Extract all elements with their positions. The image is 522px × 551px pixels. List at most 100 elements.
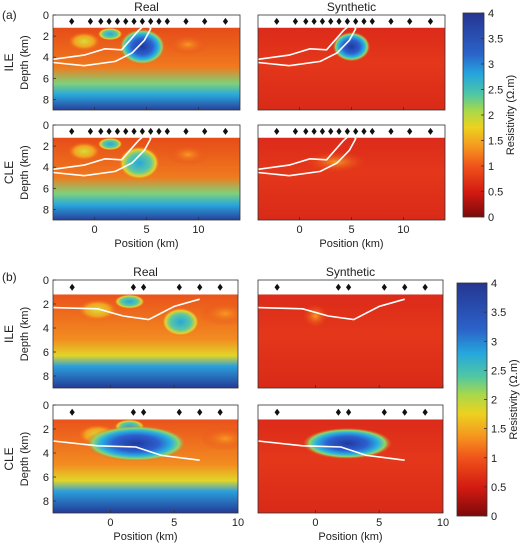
station-marker [69, 17, 75, 25]
station-marker [164, 127, 170, 135]
station-marker [87, 127, 93, 135]
station-marker [222, 127, 229, 135]
y-tick-label: 6 [43, 472, 49, 484]
colorbar-tick-label: 4 [488, 8, 494, 20]
resistivity-variation [167, 144, 209, 166]
station-marker [427, 17, 434, 25]
station-marker [328, 127, 334, 135]
station-marker [164, 17, 170, 25]
station-marker [217, 283, 223, 291]
station-marker [319, 17, 326, 25]
air-strip [53, 15, 240, 28]
station-marker [328, 17, 334, 25]
station-marker [156, 17, 162, 25]
colorbar-tick-label: 0 [488, 212, 494, 224]
y-tick-label: 2 [43, 424, 49, 436]
resistivity-section [258, 419, 443, 513]
station-marker [427, 127, 434, 135]
station-marker [345, 283, 352, 291]
colorbar-tick-label: 3.5 [488, 34, 503, 46]
station-marker [402, 283, 408, 291]
station-marker [176, 408, 182, 416]
resistivity-variation [67, 31, 101, 51]
resistivity-field [258, 27, 445, 110]
station-marker [69, 127, 75, 135]
colorbar-tick-label: 1.5 [491, 424, 506, 436]
resistivity-anomaly [332, 31, 371, 62]
resistivity-variation [77, 299, 119, 321]
station-marker [222, 17, 229, 25]
station-marker [139, 127, 145, 135]
resistivity-section [53, 137, 240, 220]
row-label: CLE [2, 447, 16, 470]
colorbar-label: Resistivity (Ω.m) [508, 359, 520, 439]
interpretation-curve [53, 27, 152, 67]
row-label: ILE [2, 53, 16, 71]
y-axis-label: Depth (km) [19, 432, 31, 486]
station-marker [361, 127, 367, 135]
resistivity-field [258, 294, 443, 388]
y-axis-label: Depth (km) [19, 307, 31, 361]
station-marker [381, 283, 387, 291]
interpretation-curve [53, 137, 152, 177]
resistivity-variation [114, 294, 145, 309]
resistivity-anomaly [84, 425, 187, 462]
station-marker [156, 127, 162, 135]
y-tick-label: 6 [43, 183, 49, 195]
y-axis-label: Depth (km) [19, 145, 31, 199]
interpretation-curve [258, 137, 357, 177]
x-tick-label: 5 [143, 224, 149, 236]
station-marker [197, 408, 203, 416]
resistivity-anomaly [304, 151, 368, 173]
resistivity-anomaly [302, 427, 392, 459]
column-title: Real [134, 0, 159, 14]
panel-tag: (b) [2, 270, 17, 284]
x-tick-label: 10 [232, 517, 244, 529]
resistivity-anomaly [118, 146, 161, 180]
station-marker [335, 408, 341, 416]
station-marker [335, 283, 341, 291]
y-tick-label: 4 [43, 448, 49, 460]
station-marker [369, 17, 375, 25]
y-tick-label: 0 [43, 400, 49, 412]
station-marker [303, 17, 309, 25]
y-tick-label: 6 [43, 73, 49, 85]
resistivity-field [53, 294, 238, 388]
resistivity-anomaly [302, 304, 329, 328]
colorbar-tick-label: 3.5 [491, 307, 506, 319]
x-tick-label: 10 [397, 224, 409, 236]
air-strip [53, 125, 240, 138]
x-tick-label: 0 [91, 224, 97, 236]
x-tick-label: 0 [312, 517, 318, 529]
x-axis-label: Position (km) [114, 238, 178, 250]
station-marker [336, 127, 342, 135]
y-tick-label: 0 [43, 10, 49, 22]
resistivity-section [53, 419, 238, 513]
station-marker [311, 17, 317, 25]
station-marker [197, 283, 203, 291]
y-tick-label: 8 [43, 204, 49, 216]
colorbar-tick-label: 2 [488, 110, 494, 122]
station-marker [381, 408, 387, 416]
y-tick-label: 0 [43, 275, 49, 287]
y-tick-label: 4 [43, 52, 49, 64]
column-title: Synthetic [327, 0, 376, 14]
colorbar-tick-label: 0.5 [488, 187, 503, 199]
station-marker [131, 17, 137, 25]
station-marker [123, 17, 129, 25]
y-tick-label: 4 [43, 162, 49, 174]
resistivity-anomaly [161, 307, 200, 337]
station-marker [303, 127, 309, 135]
station-marker [292, 127, 298, 135]
station-marker [106, 127, 112, 135]
resistivity-variation [199, 426, 238, 451]
resistivity-field [258, 419, 443, 513]
station-marker [319, 127, 326, 135]
station-marker [407, 127, 413, 135]
y-tick-label: 8 [43, 496, 49, 508]
x-axis-label: Position (km) [318, 531, 382, 543]
y-tick-label: 2 [43, 299, 49, 311]
y-axis-label: Depth (km) [19, 35, 31, 89]
row-label: ILE [2, 325, 16, 343]
